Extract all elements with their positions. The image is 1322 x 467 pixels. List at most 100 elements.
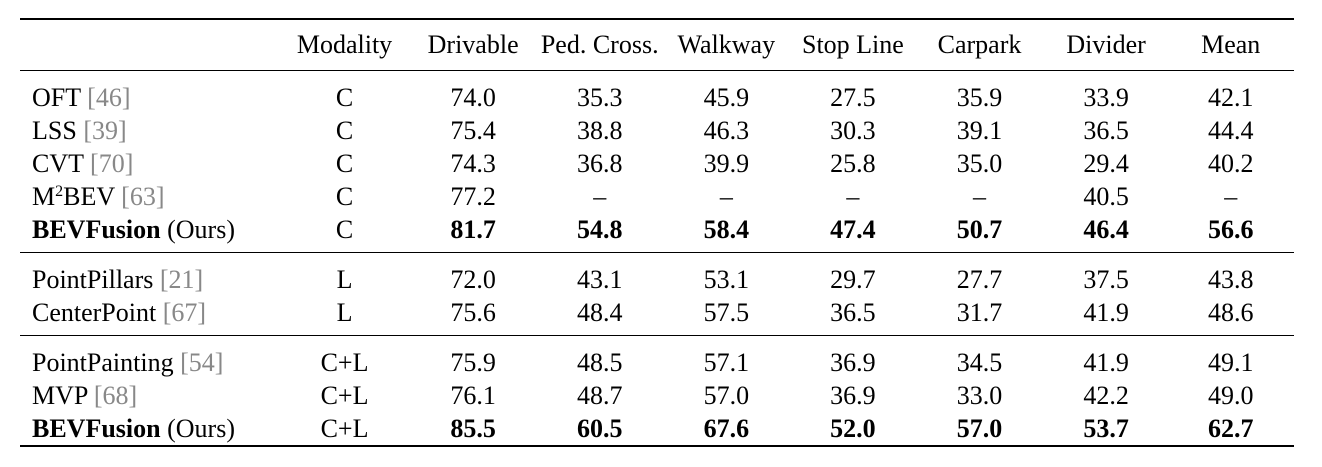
modality-cell: L bbox=[336, 264, 353, 294]
citation-ref: [39] bbox=[83, 115, 127, 145]
citation-ref: [63] bbox=[121, 181, 165, 211]
value-cell: 39.1 bbox=[956, 115, 1003, 145]
value-cell: 42.1 bbox=[1207, 82, 1254, 112]
method-cell: M2BEV [63] bbox=[20, 180, 279, 213]
value-cell: 56.6 bbox=[1169, 213, 1294, 253]
value-cell: 27.5 bbox=[830, 82, 876, 112]
value-cell: 31.7 bbox=[916, 296, 1043, 336]
table-row: PointPillars [21] L 72.0 43.1 53.1 29.7 27.7 37… bbox=[20, 253, 1294, 297]
value-cell: 42.2 bbox=[1083, 380, 1129, 410]
header-modality: Modality bbox=[279, 18, 410, 71]
method-name: CVT bbox=[32, 148, 84, 178]
value-cell: – bbox=[1224, 181, 1238, 211]
method-cell: BEVFusion (Ours) bbox=[20, 412, 280, 447]
method-cell: PointPillars [21] bbox=[20, 253, 279, 297]
value-cell: 67.6 bbox=[663, 412, 790, 447]
citation-ref: [70] bbox=[90, 148, 134, 178]
value-cell: 75.9 bbox=[450, 347, 496, 377]
modality-cell: C bbox=[335, 115, 354, 145]
header-stop-line: Stop Line bbox=[789, 18, 917, 71]
method-name: PointPainting bbox=[32, 347, 174, 377]
value-cell: 33.9 bbox=[1083, 82, 1129, 112]
citation-ref: [21] bbox=[159, 264, 204, 294]
value-cell: 81.7 bbox=[409, 213, 537, 253]
method-cell: BEVFusion (Ours) bbox=[20, 213, 280, 253]
value-cell: 46.3 bbox=[703, 115, 750, 145]
modality-cell: C+L bbox=[279, 412, 410, 447]
header-drivable: Drivable bbox=[409, 18, 537, 71]
method-cell: OFT [46] bbox=[20, 71, 279, 115]
value-cell: 40.2 bbox=[1207, 148, 1254, 178]
value-cell: 57.0 bbox=[703, 380, 750, 410]
value-cell: 49.1 bbox=[1207, 347, 1254, 377]
value-cell: 77.2 bbox=[450, 181, 496, 211]
header-mean: Mean bbox=[1169, 18, 1294, 71]
value-cell: 27.7 bbox=[956, 264, 1003, 294]
citation-ref: [46] bbox=[87, 82, 131, 112]
citation-ref: [68] bbox=[93, 380, 138, 410]
value-cell: – bbox=[593, 181, 607, 211]
header-carpark: Carpark bbox=[916, 18, 1043, 71]
citation-ref: [67] bbox=[162, 297, 207, 327]
value-cell: 39.9 bbox=[703, 148, 750, 178]
value-cell: 36.9 bbox=[830, 347, 876, 377]
results-table: Modality Drivable Ped. Cross. Walkway St… bbox=[20, 18, 1294, 447]
value-cell: 48.5 bbox=[576, 347, 623, 377]
method-name-superscript: 2 bbox=[55, 182, 64, 200]
value-cell: 36.8 bbox=[576, 148, 623, 178]
value-cell: 62.7 bbox=[1169, 412, 1294, 447]
value-cell: 57.5 bbox=[663, 296, 790, 336]
value-cell: 43.8 bbox=[1207, 264, 1254, 294]
table-row: OFT [46] C 74.0 35.3 45.9 27.5 35.9 33.9 42.1 bbox=[20, 71, 1294, 115]
results-body: OFT [46] C 74.0 35.3 45.9 27.5 35.9 33.9 42.1 LSS… bbox=[20, 71, 1294, 447]
value-cell: 29.7 bbox=[830, 264, 876, 294]
method-name: PointPillars bbox=[32, 264, 154, 294]
method-suffix: (Ours) bbox=[167, 214, 235, 244]
value-cell: 35.9 bbox=[956, 82, 1003, 112]
value-cell: 57.1 bbox=[703, 347, 750, 377]
method-name: M bbox=[32, 181, 56, 211]
value-cell: 75.4 bbox=[450, 115, 496, 145]
value-cell: 40.5 bbox=[1083, 181, 1129, 211]
value-cell: 76.1 bbox=[450, 380, 496, 410]
modality-cell: C bbox=[335, 82, 354, 112]
value-cell: – bbox=[846, 181, 860, 211]
value-cell: 58.4 bbox=[663, 213, 790, 253]
value-cell: 25.8 bbox=[830, 148, 876, 178]
value-cell: 36.5 bbox=[1083, 115, 1129, 145]
header-row: Modality Drivable Ped. Cross. Walkway St… bbox=[20, 18, 1294, 71]
table-row: BEVFusion (Ours) C+L 85.5 60.5 67.6 52.0 57.0 5… bbox=[20, 412, 1294, 447]
method-name: OFT bbox=[32, 82, 81, 112]
modality-cell: C+L bbox=[320, 380, 369, 410]
value-cell: 48.7 bbox=[576, 380, 623, 410]
value-cell: 45.9 bbox=[703, 82, 750, 112]
value-cell: 35.3 bbox=[576, 82, 623, 112]
value-cell: 72.0 bbox=[450, 264, 496, 294]
method-name: LSS bbox=[32, 115, 77, 145]
modality-cell: L bbox=[279, 296, 410, 336]
value-cell: 47.4 bbox=[789, 213, 917, 253]
value-cell: 85.5 bbox=[409, 412, 537, 447]
value-cell: 29.4 bbox=[1083, 148, 1129, 178]
value-cell: – bbox=[973, 181, 986, 211]
citation-ref: [54] bbox=[180, 347, 224, 377]
value-cell: 53.1 bbox=[703, 264, 750, 294]
value-cell: 60.5 bbox=[536, 412, 664, 447]
modality-cell: C bbox=[279, 213, 410, 253]
method-suffix: (Ours) bbox=[167, 413, 235, 443]
value-cell: 57.0 bbox=[916, 412, 1043, 447]
value-cell: 54.8 bbox=[536, 213, 664, 253]
value-cell: 48.4 bbox=[536, 296, 664, 336]
header-ped-cross: Ped. Cross. bbox=[536, 18, 664, 71]
method-cell: CenterPoint [67] bbox=[20, 296, 280, 336]
table-row: M2BEV [63] C 77.2 – – – – 40.5 – bbox=[20, 180, 1294, 213]
table-row: PointPainting [54] C+L 75.9 48.5 57.1 36.9 34.… bbox=[20, 336, 1294, 380]
modality-cell: C bbox=[335, 181, 354, 211]
modality-cell: C bbox=[335, 148, 354, 178]
value-cell: 33.0 bbox=[956, 380, 1003, 410]
value-cell: 38.8 bbox=[576, 115, 623, 145]
header-divider: Divider bbox=[1042, 18, 1170, 71]
method-name: BEVFusion bbox=[32, 413, 161, 443]
table-row: BEVFusion (Ours) C 81.7 54.8 58.4 47.4 50.7 46.… bbox=[20, 213, 1294, 253]
